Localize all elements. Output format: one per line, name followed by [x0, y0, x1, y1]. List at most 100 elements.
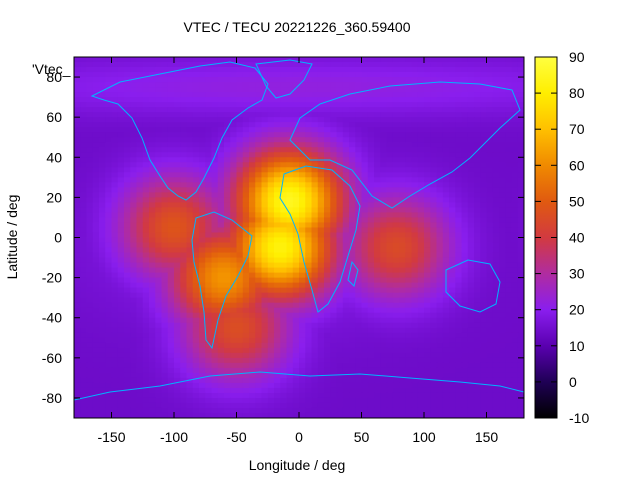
- heat-cell: [330, 252, 338, 259]
- heat-cell: [405, 212, 413, 219]
- heat-cell: [336, 272, 344, 279]
- heat-cell: [511, 232, 519, 239]
- heat-cell: [436, 247, 444, 254]
- heat-cell: [330, 192, 338, 198]
- heat-cell: [374, 232, 381, 239]
- heat-cell: [111, 372, 119, 379]
- heat-cell: [199, 342, 206, 349]
- heat-cell: [367, 177, 375, 183]
- heat-cell: [130, 177, 138, 183]
- heat-cell: [161, 377, 169, 384]
- heat-cell: [349, 227, 356, 234]
- heat-cell: [436, 237, 444, 244]
- heat-cell: [442, 337, 450, 344]
- heat-cell: [117, 327, 125, 334]
- heat-cell: [86, 352, 94, 359]
- heat-cell: [242, 292, 250, 299]
- heat-cell: [155, 222, 163, 229]
- heat-cell: [336, 347, 344, 354]
- heat-cell: [380, 362, 388, 369]
- heat-cell: [236, 302, 244, 309]
- heat-cell: [474, 352, 481, 359]
- heat-cell: [486, 127, 494, 133]
- heat-cell: [474, 182, 481, 188]
- heat-cell: [449, 217, 456, 224]
- heat-cell: [192, 122, 200, 128]
- heat-cell: [336, 122, 344, 128]
- heat-cell: [286, 127, 294, 133]
- heat-cell: [199, 392, 206, 399]
- heat-cell: [499, 117, 506, 123]
- heat-cell: [92, 87, 100, 93]
- heat-cell: [424, 367, 431, 374]
- heat-cell: [280, 62, 288, 68]
- heat-cell: [117, 112, 125, 118]
- heat-cell: [267, 327, 275, 334]
- heat-cell: [386, 292, 394, 299]
- heat-cell: [255, 227, 263, 234]
- heat-cell: [511, 167, 519, 173]
- heat-cell: [236, 342, 244, 349]
- heat-cell: [149, 217, 156, 224]
- heat-cell: [517, 152, 524, 158]
- heat-cell: [417, 137, 425, 143]
- heat-cell: [324, 382, 331, 389]
- heat-cell: [205, 252, 213, 259]
- heat-cell: [430, 122, 438, 128]
- heat-cell: [142, 257, 150, 264]
- heat-cell: [180, 97, 188, 103]
- heat-cell: [130, 312, 138, 319]
- heat-cell: [136, 172, 144, 178]
- heat-cell: [267, 282, 275, 289]
- heat-cell: [124, 382, 131, 389]
- heat-cell: [161, 387, 169, 394]
- heat-cell: [111, 317, 119, 324]
- heat-cell: [136, 272, 144, 279]
- heat-cell: [517, 247, 524, 254]
- heat-cell: [480, 232, 488, 239]
- heat-cell: [186, 167, 194, 173]
- heat-cell: [386, 282, 394, 289]
- heat-cell: [380, 167, 388, 173]
- heat-cell: [486, 262, 494, 269]
- heat-cell: [349, 102, 356, 108]
- heat-cell: [405, 332, 413, 339]
- heat-cell: [305, 97, 313, 103]
- heat-cell: [442, 167, 450, 173]
- heat-cell: [224, 362, 231, 369]
- heat-cell: [174, 157, 181, 163]
- heat-cell: [280, 292, 288, 299]
- heat-cell: [349, 262, 356, 269]
- heat-cell: [130, 152, 138, 158]
- heat-cell: [242, 242, 250, 249]
- heat-cell: [236, 232, 244, 239]
- heat-cell: [267, 127, 275, 133]
- heat-cell: [180, 72, 188, 78]
- heat-cell: [136, 107, 144, 113]
- heat-cell: [142, 322, 150, 329]
- heat-cell: [205, 187, 213, 193]
- heat-cell: [286, 182, 294, 188]
- heat-cell: [380, 227, 388, 234]
- heat-cell: [480, 107, 488, 113]
- heat-cell: [174, 372, 181, 379]
- heat-cell: [80, 77, 88, 83]
- heat-cell: [280, 337, 288, 344]
- heat-cell: [336, 397, 344, 404]
- heat-cell: [355, 187, 363, 193]
- heat-cell: [411, 197, 419, 204]
- heat-cell: [380, 122, 388, 128]
- heat-cell: [161, 307, 169, 314]
- heat-cell: [186, 387, 194, 394]
- heat-cell: [442, 152, 450, 158]
- heat-cell: [324, 302, 331, 309]
- heat-cell: [305, 122, 313, 128]
- heat-cell: [411, 247, 419, 254]
- heat-cell: [349, 252, 356, 259]
- heat-cell: [417, 172, 425, 178]
- heat-cell: [486, 57, 494, 63]
- heat-cell: [230, 147, 238, 153]
- heat-cell: [286, 107, 294, 113]
- heat-cell: [180, 347, 188, 354]
- heat-cell: [474, 342, 481, 349]
